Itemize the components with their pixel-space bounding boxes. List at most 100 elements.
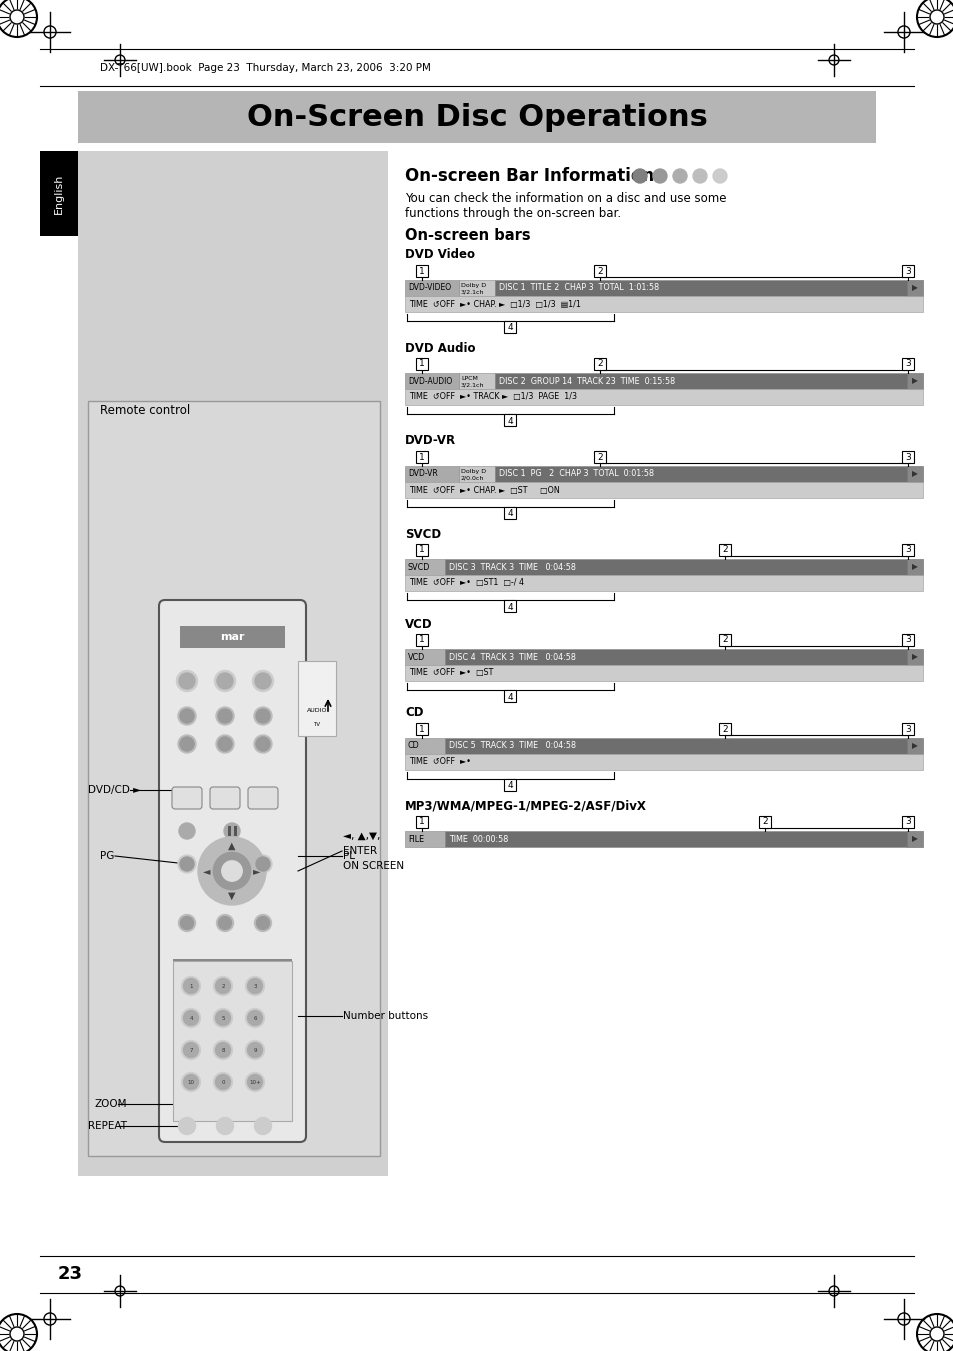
Bar [495, 466, 906, 482]
Text: CD: CD [408, 742, 419, 751]
Text: DVD/CD ►: DVD/CD ► [88, 785, 141, 794]
Text: FILE: FILE [408, 835, 424, 843]
Bar [297, 661, 335, 736]
Circle shape [179, 673, 194, 689]
Circle shape [652, 169, 666, 182]
Circle shape [216, 915, 233, 931]
FancyBboxPatch shape [210, 788, 240, 809]
Bar [172, 961, 292, 1121]
Circle shape [180, 916, 193, 929]
Text: AUDIO: AUDIO [307, 708, 327, 713]
Circle shape [247, 1043, 262, 1058]
Text: ▶: ▶ [911, 835, 917, 843]
Circle shape [929, 1327, 943, 1342]
Text: VCD: VCD [405, 617, 432, 631]
Text: 2/0.0ch: 2/0.0ch [460, 476, 484, 480]
Text: ▲: ▲ [228, 842, 235, 851]
Circle shape [183, 1074, 198, 1089]
Text: TV: TV [314, 721, 320, 727]
Text: DISC 2  GROUP 14  TRACK 23  TIME  0:15:58: DISC 2 GROUP 14 TRACK 23 TIME 0:15:58 [498, 377, 675, 385]
Text: You can check the information on a disc and use some: You can check the information on a disc … [405, 192, 726, 205]
Bar [416, 723, 428, 735]
Text: 4: 4 [507, 509, 513, 519]
Text: TIME  ↺OFF  ►• CHAP. ►  □ST     □ON: TIME ↺OFF ►• CHAP. ► □ST □ON [409, 485, 559, 494]
Text: ▶: ▶ [911, 562, 917, 571]
Text: 2: 2 [721, 635, 727, 644]
Circle shape [929, 9, 943, 24]
Bar [719, 723, 730, 735]
Bar [901, 816, 913, 828]
Circle shape [216, 673, 233, 689]
Text: 1: 1 [189, 984, 193, 989]
Circle shape [183, 1043, 198, 1058]
Text: 4: 4 [507, 781, 513, 790]
Circle shape [178, 1117, 195, 1135]
Circle shape [215, 1043, 231, 1058]
Text: 3: 3 [904, 359, 910, 369]
Circle shape [181, 1008, 200, 1028]
Bar [228, 825, 231, 836]
Text: ENTER: ENTER [343, 846, 376, 857]
Text: 3: 3 [904, 635, 910, 644]
Text: 10+: 10+ [249, 1079, 260, 1085]
Circle shape [180, 738, 193, 751]
Text: SVCD: SVCD [405, 527, 440, 540]
Bar [405, 754, 923, 770]
Text: TIME  00:00:58: TIME 00:00:58 [449, 835, 508, 843]
Text: 4: 4 [507, 416, 513, 426]
Circle shape [213, 1008, 233, 1028]
Circle shape [255, 857, 270, 871]
Text: DX-T66[UW].book  Page 23  Thursday, March 23, 2006  3:20 PM: DX-T66[UW].book Page 23 Thursday, March … [100, 63, 431, 73]
Text: REPEAT: REPEAT [88, 1121, 127, 1131]
Text: TIME  ↺OFF  ►•  □ST: TIME ↺OFF ►• □ST [409, 669, 493, 677]
Circle shape [180, 709, 193, 723]
Bar [503, 507, 516, 519]
Circle shape [213, 852, 251, 890]
Circle shape [215, 1074, 231, 1089]
Bar [458, 373, 495, 389]
Bar [495, 373, 906, 389]
Bar [405, 482, 923, 499]
Text: 3: 3 [904, 546, 910, 554]
Text: 1: 1 [418, 453, 424, 462]
Text: 4: 4 [507, 693, 513, 701]
Bar [405, 648, 444, 665]
Circle shape [247, 1074, 262, 1089]
Circle shape [178, 855, 195, 873]
Bar [416, 816, 428, 828]
Text: 1: 1 [418, 266, 424, 276]
Text: 2: 2 [597, 359, 602, 369]
Bar [906, 466, 923, 482]
Bar [40, 151, 78, 236]
Bar [416, 451, 428, 463]
Text: 4: 4 [189, 1016, 193, 1020]
Bar [503, 322, 516, 332]
Text: 7: 7 [189, 1047, 193, 1052]
Text: TIME  ↺OFF  ►•  □ST1  □-/ 4: TIME ↺OFF ►• □ST1 □-/ 4 [409, 578, 523, 588]
Text: 9: 9 [253, 1047, 256, 1052]
Text: On-Screen Disc Operations: On-Screen Disc Operations [246, 103, 707, 131]
Text: DISC 1  TITLE 2  CHAP 3  TOTAL  1:01:58: DISC 1 TITLE 2 CHAP 3 TOTAL 1:01:58 [498, 284, 659, 293]
Circle shape [712, 169, 726, 182]
Bar [906, 280, 923, 296]
Circle shape [256, 916, 269, 929]
Bar [906, 559, 923, 576]
Text: DVD Audio: DVD Audio [405, 342, 475, 354]
Circle shape [245, 1008, 264, 1028]
Text: ▶: ▶ [911, 284, 917, 293]
Bar [78, 91, 875, 143]
Bar [405, 559, 444, 576]
Bar [901, 634, 913, 646]
Text: ▶: ▶ [911, 742, 917, 751]
Bar [594, 358, 605, 370]
Circle shape [183, 978, 198, 993]
Text: ON SCREEN: ON SCREEN [343, 861, 404, 871]
Bar [901, 544, 913, 557]
Circle shape [255, 738, 270, 751]
Circle shape [218, 916, 232, 929]
Text: 2: 2 [597, 266, 602, 276]
Bar [594, 265, 605, 277]
Bar [444, 559, 906, 576]
FancyBboxPatch shape [159, 600, 306, 1142]
Bar [906, 738, 923, 754]
